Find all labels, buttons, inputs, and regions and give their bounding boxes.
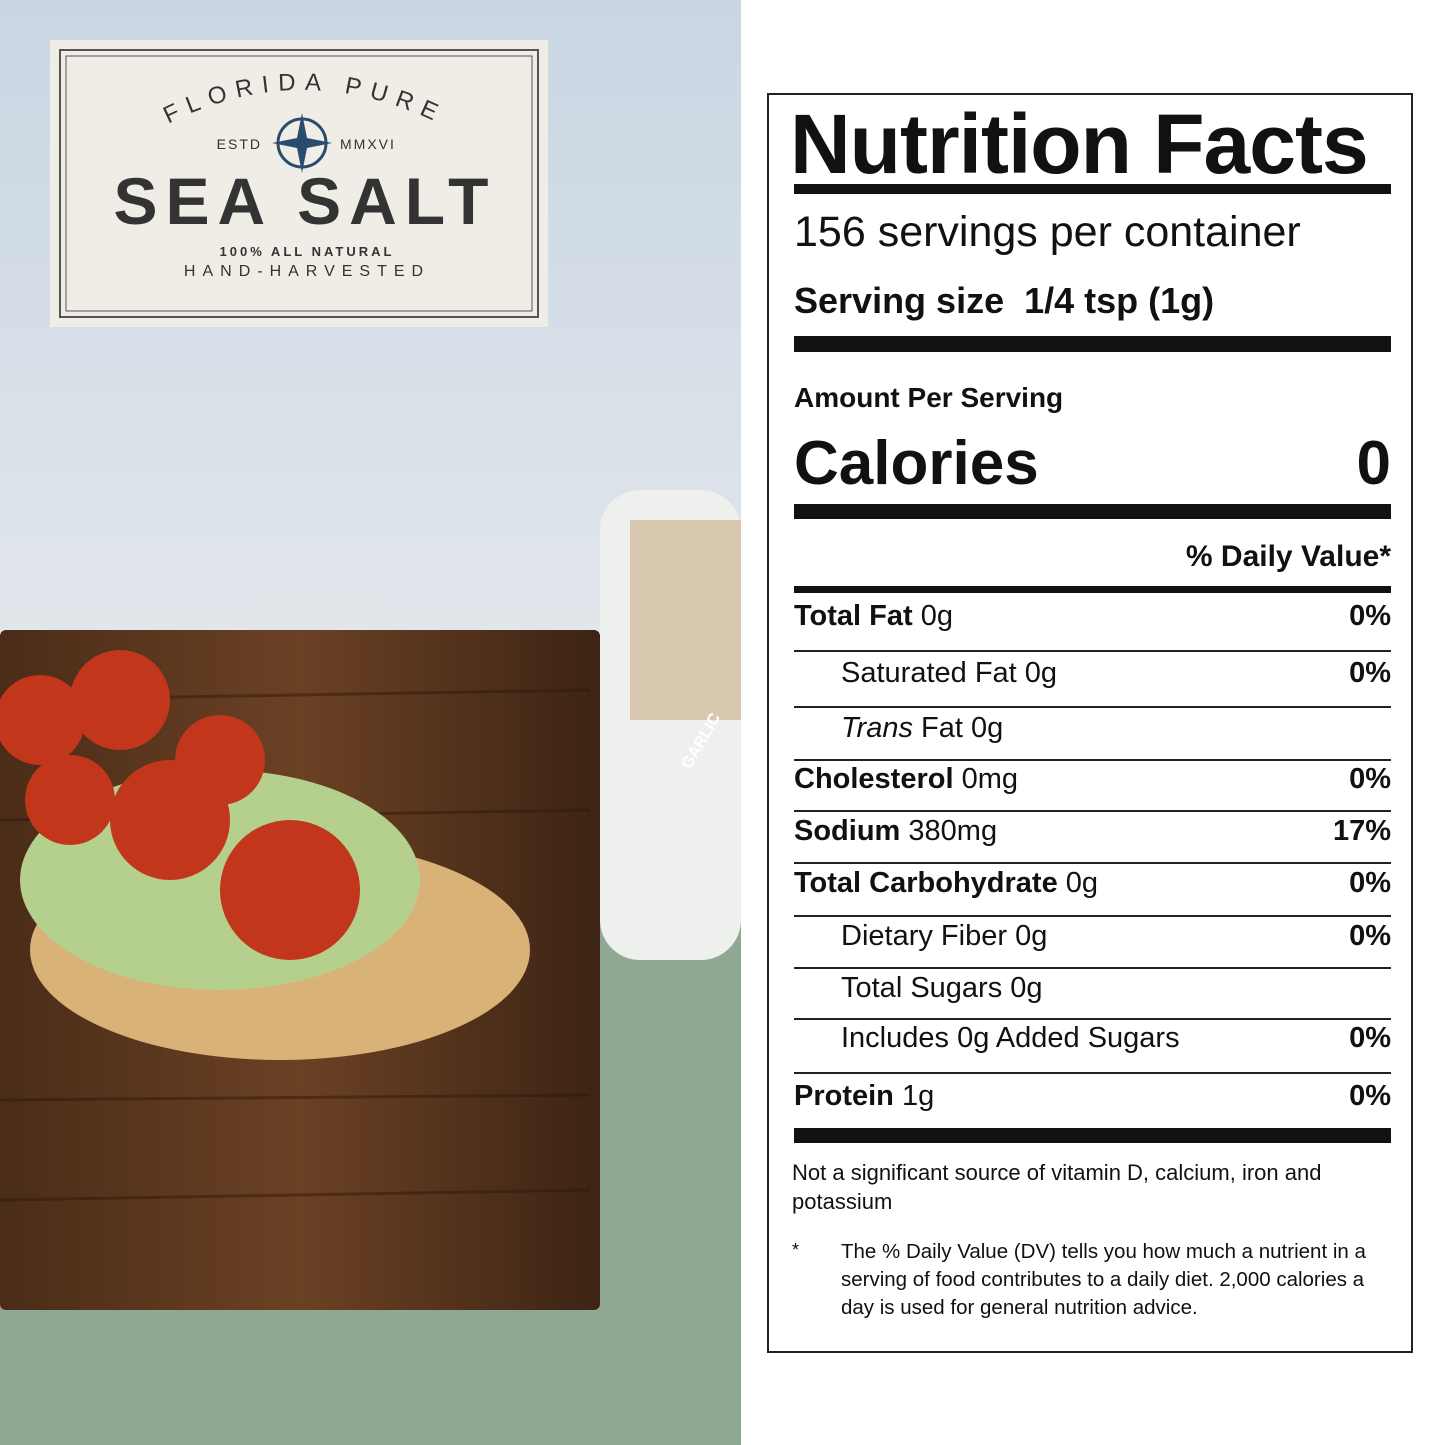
nutrient: Total Fat: [794, 600, 913, 632]
nutrient-amount: 0g: [1015, 920, 1048, 952]
nutrient-amount: 0g: [1010, 972, 1043, 1004]
bar: [794, 586, 1391, 593]
amount-per-serving: Amount Per Serving: [794, 382, 1064, 413]
nutrient: Total Carbohydrate: [794, 867, 1058, 899]
nutrient: Fat: [921, 712, 963, 744]
nutrient-amount: 0g: [971, 712, 1004, 744]
daily-value: 0%: [1349, 920, 1391, 952]
photo: GARLIC FLORIDA PURE ESTD MMXVI SEA SALT …: [0, 0, 741, 1445]
logo-method: HAND-HARVESTED: [184, 263, 430, 280]
logo-claim: 100% ALL NATURAL: [220, 244, 395, 259]
daily-value: 0%: [1349, 1022, 1391, 1054]
bar: [794, 184, 1391, 194]
nutrient: Protein: [794, 1080, 894, 1112]
logo-product: SEA SALT: [113, 164, 496, 238]
nutrient: Saturated Fat: [841, 657, 1017, 689]
daily-value: 0%: [1349, 1080, 1391, 1112]
nutrient-name: Saturated Fat 0g: [841, 657, 1057, 690]
footnote-mark: *: [792, 1240, 800, 1260]
nutrient-name: Sodium 380mg: [794, 815, 997, 848]
nutrient: Cholesterol: [794, 763, 954, 795]
divider: [794, 967, 1391, 969]
dv-header: % Daily Value*: [1185, 540, 1391, 573]
nutrition-label: [767, 93, 1413, 1353]
nutrient: Includes 0g Added Sugars: [841, 1022, 1180, 1054]
nutrient-amount: 380mg: [908, 815, 998, 847]
divider: [794, 862, 1391, 864]
calories-value: 0: [1356, 429, 1391, 498]
daily-value: 17%: [1332, 815, 1391, 847]
serving-size-value: 1/4 tsp (1g): [1024, 280, 1215, 321]
bar: [794, 336, 1391, 352]
divider: [794, 915, 1391, 917]
nutrient-name: Total Sugars 0g: [841, 972, 1043, 1005]
nutrient-amount: 0mg: [961, 763, 1019, 795]
nutrient-amount: 1g: [901, 1080, 935, 1112]
daily-value: 0%: [1349, 657, 1391, 689]
nutrient: Dietary Fiber: [841, 920, 1007, 952]
divider: [794, 1018, 1391, 1020]
nutrient-name: Trans Fat 0g: [841, 712, 1003, 745]
servings: 156 servings per container: [794, 208, 1301, 256]
divider: [794, 810, 1391, 812]
bar: [794, 1128, 1391, 1143]
divider: [794, 650, 1391, 652]
nutrient-name: Total Carbohydrate 0g: [794, 867, 1098, 900]
nutrient: Sodium: [794, 815, 901, 847]
footnote: The % Daily Value (DV) tells you how muc…: [841, 1240, 1366, 1319]
nutrient-italic: Trans: [841, 712, 913, 744]
nutrient-amount: 0g: [920, 600, 954, 632]
bar: [794, 504, 1391, 519]
calories-label: Calories: [794, 429, 1039, 498]
logo-year: MMXVI: [340, 136, 396, 152]
divider: [794, 706, 1391, 708]
nutrient-amount: 0g: [1065, 867, 1099, 899]
nutrient-name: Protein 1g: [794, 1080, 934, 1113]
logo-established: ESTD: [217, 136, 262, 152]
daily-value: 0%: [1349, 867, 1391, 899]
daily-value: 0%: [1349, 763, 1391, 795]
title: Nutrition Facts: [790, 97, 1369, 191]
divider: [794, 759, 1391, 761]
nutrient-name: Cholesterol 0mg: [794, 763, 1018, 796]
nutrient-name: Dietary Fiber 0g: [841, 920, 1047, 953]
nutrient-name: Includes 0g Added Sugars: [841, 1022, 1180, 1055]
nutrient-name: Total Fat 0g: [794, 600, 953, 633]
daily-value: 0%: [1349, 600, 1391, 632]
serving-size-label: Serving size: [794, 280, 1005, 321]
note: Not a significant source of vitamin D, c…: [792, 1160, 1322, 1214]
nutrient: Total Sugars: [841, 972, 1003, 1004]
serving-size: Serving size 1/4 tsp (1g): [794, 280, 1214, 322]
nutrient-amount: 0g: [1024, 657, 1058, 689]
divider: [794, 1072, 1391, 1074]
